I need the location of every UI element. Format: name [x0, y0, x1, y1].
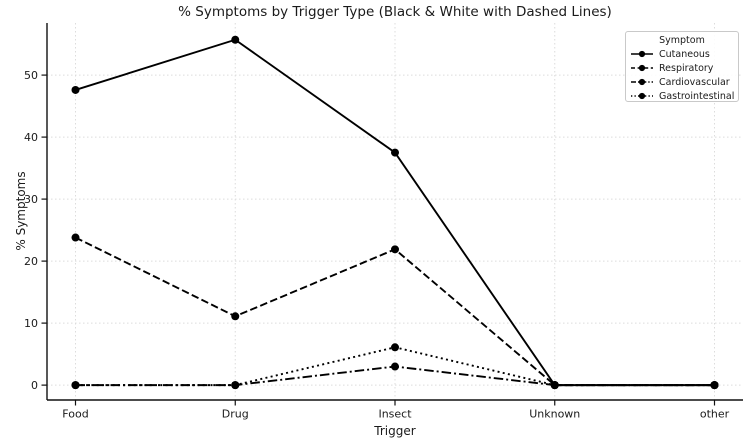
legend-line-sample-dotted: [631, 92, 653, 100]
marker-gastrointestinal: [71, 381, 80, 390]
legend-sample-marker: [638, 78, 646, 86]
y-tick-label: 0: [31, 379, 38, 392]
legend-line-sample-dashdot: [631, 78, 653, 86]
marker-cutaneous: [231, 35, 240, 44]
legend-entry-cutaneous: Cutaneous: [626, 47, 738, 61]
marker-respiratory: [391, 245, 399, 254]
x-tick-label: Insect: [378, 408, 412, 421]
x-tick-label: Food: [62, 408, 88, 421]
legend-label: Cardiovascular: [659, 76, 730, 88]
marker-cardiovascular: [391, 362, 399, 371]
y-tick-label: 20: [24, 255, 38, 268]
marker-gastrointestinal: [710, 381, 719, 390]
legend: Symptom Cutaneous Respiratory Cardiovasc…: [625, 31, 739, 102]
legend-line-sample-solid: [631, 50, 653, 58]
marker-cutaneous: [71, 85, 80, 94]
legend-label: Cutaneous: [659, 48, 710, 60]
marker-respiratory: [71, 233, 80, 242]
marker-respiratory: [231, 312, 240, 321]
marker-cutaneous: [391, 148, 399, 157]
y-tick-label: 10: [24, 317, 38, 330]
y-tick-label: 30: [24, 193, 38, 206]
legend-title: Symptom: [659, 35, 705, 46]
legend-sample-marker: [638, 50, 646, 58]
x-tick-label: other: [700, 408, 730, 421]
marker-gastrointestinal: [550, 381, 559, 390]
x-axis-label: Trigger: [374, 424, 416, 438]
y-tick-label: 40: [24, 131, 38, 144]
legend-sample-marker: [638, 92, 646, 100]
y-axis-label: % Symptoms: [14, 171, 28, 251]
marker-gastrointestinal: [231, 381, 240, 390]
legend-entry-cardiovascular: Cardiovascular: [626, 75, 738, 89]
marker-gastrointestinal: [391, 343, 399, 352]
legend-entry-respiratory: Respiratory: [626, 61, 738, 75]
legend-line-sample-dashed: [631, 64, 653, 72]
chart-title: % Symptoms by Trigger Type (Black & Whit…: [178, 4, 612, 20]
x-tick-label: Drug: [222, 408, 249, 421]
legend-label: Gastrointestinal: [659, 90, 735, 102]
x-tick-label: Unknown: [529, 408, 580, 421]
legend-label: Respiratory: [659, 62, 714, 74]
y-tick-label: 50: [24, 69, 38, 82]
legend-entry-gastrointestinal: Gastrointestinal: [626, 89, 738, 103]
legend-sample-marker: [638, 64, 646, 72]
